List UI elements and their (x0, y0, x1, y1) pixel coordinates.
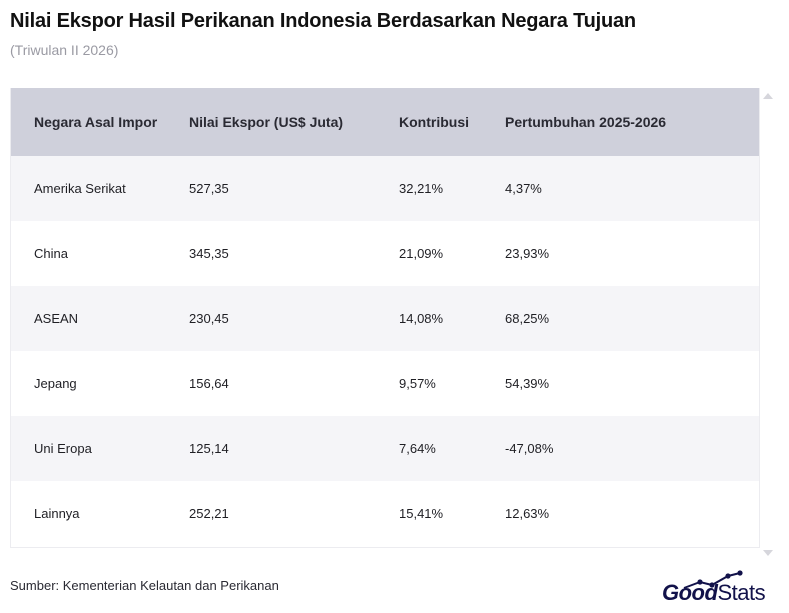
table-row: Amerika Serikat 527,35 32,21% 4,37% (11, 156, 759, 221)
column-header-export-value[interactable]: Nilai Ekspor (US$ Juta) (189, 114, 344, 130)
cell-export-value: 156,64 (189, 376, 229, 391)
goodstats-logo: GoodStats (662, 570, 780, 608)
export-table: Negara Asal Impor Nilai Ekspor (US$ Juta… (11, 88, 759, 546)
scroll-down-arrow-icon[interactable] (763, 550, 773, 556)
cell-growth: 12,63% (505, 506, 550, 521)
logo-wordmark: GoodStats (662, 580, 766, 606)
cell-country: Jepang (34, 376, 77, 391)
cell-growth: 68,25% (505, 311, 550, 326)
cell-country: Lainnya (34, 506, 80, 521)
table-row: ASEAN 230,45 14,08% 68,25% (11, 286, 759, 351)
cell-contribution: 15,41% (399, 506, 444, 521)
page-subtitle: (Triwulan II 2026) (10, 42, 119, 58)
cell-export-value: 527,35 (189, 181, 229, 196)
cell-contribution: 14,08% (399, 311, 444, 326)
cell-contribution: 32,21% (399, 181, 444, 196)
table-row: China 345,35 21,09% 23,93% (11, 221, 759, 286)
cell-export-value: 125,14 (189, 441, 229, 456)
table-header-row: Negara Asal Impor Nilai Ekspor (US$ Juta… (11, 88, 759, 156)
cell-growth: 54,39% (505, 376, 550, 391)
logo-stats-text: Stats (717, 580, 766, 605)
trend-spark-icon (683, 570, 743, 589)
cell-contribution: 9,57% (399, 376, 436, 391)
cell-export-value: 230,45 (189, 311, 229, 326)
table-row: Uni Eropa 125,14 7,64% -47,08% (11, 416, 759, 481)
cell-export-value: 252,21 (189, 506, 229, 521)
cell-growth: 4,37% (505, 181, 542, 196)
cell-contribution: 21,09% (399, 246, 444, 261)
page-title: Nilai Ekspor Hasil Perikanan Indonesia B… (10, 10, 636, 32)
cell-country: Uni Eropa (34, 441, 92, 456)
cell-country: Amerika Serikat (34, 181, 126, 196)
column-header-growth[interactable]: Pertumbuhan 2025-2026 (505, 114, 667, 130)
cell-contribution: 7,64% (399, 441, 436, 456)
cell-growth: 23,93% (505, 246, 550, 261)
cell-export-value: 345,35 (189, 246, 229, 261)
cell-country: China (34, 246, 68, 261)
table-row: Lainnya 252,21 15,41% 12,63% (11, 481, 759, 546)
column-header-country[interactable]: Negara Asal Impor (34, 114, 158, 130)
cell-growth: -47,08% (505, 441, 554, 456)
column-header-contribution[interactable]: Kontribusi (399, 114, 469, 130)
cell-country: ASEAN (34, 311, 79, 326)
source-note: Sumber: Kementerian Kelautan dan Perikan… (10, 578, 279, 593)
table-row: Jepang 156,64 9,57% 54,39% (11, 351, 759, 416)
data-table-container: Negara Asal Impor Nilai Ekspor (US$ Juta… (10, 88, 760, 548)
scroll-up-arrow-icon[interactable] (763, 93, 773, 99)
logo-good-text: Good (662, 580, 718, 605)
